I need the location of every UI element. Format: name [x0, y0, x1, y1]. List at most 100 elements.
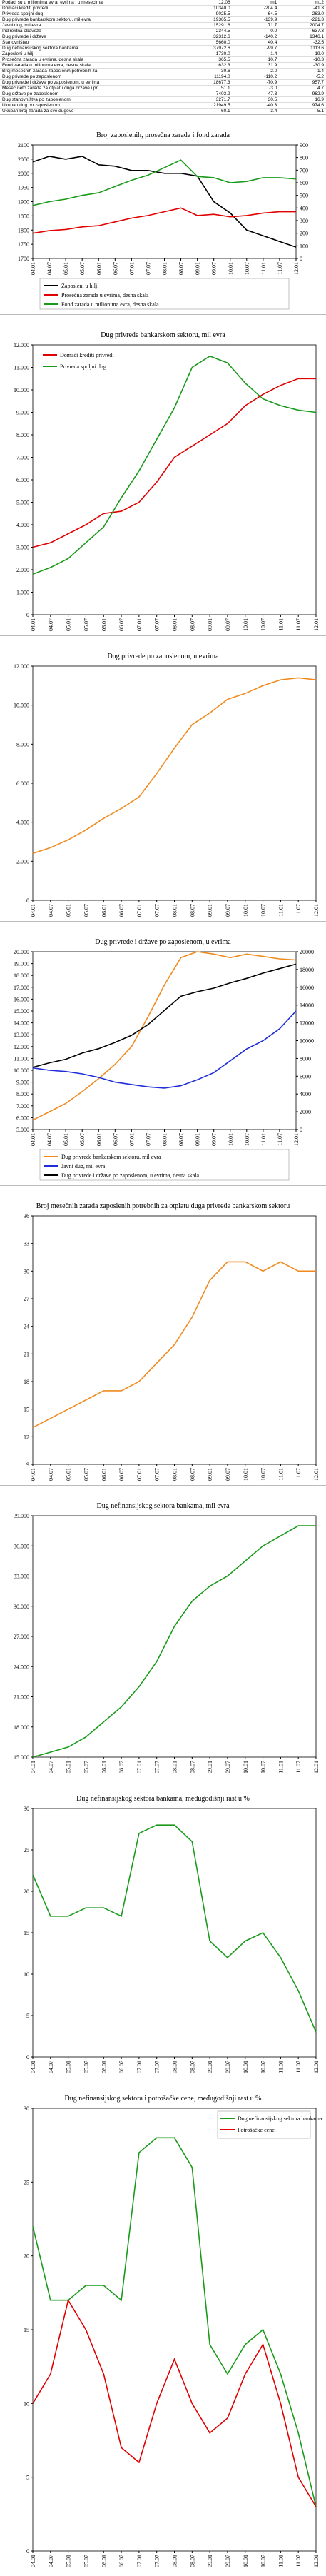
- table-cell: 1113.6: [279, 45, 326, 51]
- x-tick-label: 12.01: [313, 618, 320, 631]
- x-tick-label: 10.01: [228, 262, 234, 275]
- y2-tick-label: 2000: [300, 1109, 311, 1115]
- table-cell: 4.7: [279, 85, 326, 91]
- chart-panel: Dug nefinansijskog sektora bankama, među…: [0, 1778, 326, 2078]
- x-tick-label: 10.01: [243, 2555, 249, 2567]
- y-tick-label: 2050: [18, 156, 29, 163]
- y-tick-label: 12.000: [14, 1044, 29, 1050]
- legend-label: Zaposleni u hilj.: [61, 283, 98, 289]
- x-tick-label: 07.07: [154, 1761, 161, 1773]
- table-cell: Mesec neto zarada za otplatu duga države…: [0, 85, 185, 91]
- y-tick-label: 3.000: [16, 545, 29, 551]
- x-tick-label: 05.07: [79, 1133, 86, 1146]
- table-cell: 3271.7: [185, 96, 233, 103]
- x-tick-label: 08.01: [172, 1761, 178, 1773]
- x-tick-label: 10.07: [260, 618, 267, 631]
- y-tick-label: 33: [24, 1241, 29, 1247]
- y-tick-label: 20: [24, 1888, 29, 1895]
- x-tick-label: 11.01: [277, 1761, 284, 1773]
- table-cell: 30.6: [185, 68, 233, 74]
- x-tick-label: 08.07: [189, 2061, 195, 2073]
- x-tick-label: 04.07: [48, 2555, 54, 2567]
- y-tick-label: 10: [24, 1971, 29, 1978]
- y2-tick-label: 18000: [300, 967, 314, 973]
- y-tick-label: 9.000: [16, 1080, 29, 1086]
- x-tick-label: 04.01: [30, 2061, 36, 2073]
- data-line: [32, 1525, 316, 1758]
- x-tick-label: 04.01: [30, 2555, 36, 2567]
- y2-tick-label: 10000: [300, 1038, 314, 1045]
- y-tick-label: 18: [24, 1379, 29, 1385]
- x-tick-label: 05.01: [66, 1761, 72, 1773]
- legend-box: [217, 2110, 311, 2139]
- x-tick-label: 08.01: [172, 618, 178, 631]
- x-tick-label: 11.07: [277, 1133, 283, 1146]
- chart: 5.000 6.000 7.000 8.000 9.000 10.000 11.000 12.…: [14, 949, 314, 1181]
- x-tick-label: 05.01: [63, 1133, 69, 1146]
- legend-box: [39, 278, 290, 310]
- x-tick-label: 06.07: [118, 618, 125, 631]
- y-tick-label: 24.000: [14, 1664, 29, 1670]
- table-row: Dug privrede po zaposlenom 11194.0 -110.2-…: [0, 74, 326, 80]
- x-tick-label: 10.07: [260, 904, 267, 917]
- table-cell: Javni dug, mil evra: [0, 22, 185, 29]
- table-row: Dug privrede bankarskom sektoru, mil evr…: [0, 16, 326, 23]
- chart-panel: Broj zaposlenih, prosečna zarada i fond …: [0, 114, 326, 314]
- y-tick-label: 30.000: [14, 1604, 29, 1610]
- legend-label: Potrošačke cene: [238, 2127, 275, 2133]
- y-tick-label: 5.000: [16, 1127, 29, 1133]
- chart-panel: Dug nefinansijskog sektora i potrošačke …: [0, 2078, 326, 2572]
- y-tick-label: 13.000: [14, 1032, 29, 1038]
- x-tick-label: 09.01: [207, 1761, 213, 1773]
- x-tick-label: 09.07: [211, 1133, 218, 1146]
- x-tick-label: 11.01: [277, 2555, 284, 2567]
- x-tick-label: 09.07: [225, 2061, 231, 2073]
- y-tick-label: 18.000: [14, 972, 29, 979]
- table-row: Dug nefinansijskog sektora bankama 37972.…: [0, 45, 326, 51]
- legend-box: [39, 1149, 290, 1181]
- x-tick-label: 10.01: [243, 618, 249, 631]
- y-tick-label: 9.000: [16, 410, 29, 416]
- legend-label: Domaći krediti privredi: [60, 352, 114, 358]
- table-cell: Dug države po zaposlenom: [0, 91, 185, 97]
- y-tick-label: 8.000: [16, 1091, 29, 1097]
- x-tick-label: 06.07: [118, 1468, 125, 1481]
- data-line: [32, 156, 297, 248]
- x-tick-label: 11.07: [277, 262, 283, 275]
- x-tick-label: 09.07: [225, 904, 231, 917]
- legend-label: Prosečna zarada u evrima, desna skala: [61, 292, 149, 298]
- y2-tick-label: 400: [300, 205, 308, 211]
- y-tick-label: 21.000: [14, 1694, 29, 1701]
- y2-tick-label: 600: [300, 180, 308, 186]
- table-cell: Ukupan dug po zaposlenom: [0, 102, 185, 109]
- x-tick-label: 12.01: [313, 2061, 320, 2073]
- table-cell: Dug privrede i države po zaposlenom, u e…: [0, 79, 185, 86]
- y-tick-label: 0: [26, 2054, 29, 2061]
- y-tick-label: 5: [26, 2475, 29, 2481]
- x-tick-label: 07.01: [136, 1468, 143, 1481]
- x-tick-label: 07.01: [128, 262, 135, 275]
- x-tick-label: 05.01: [66, 1468, 72, 1481]
- table-cell: 1730.0: [185, 51, 233, 57]
- x-tick-label: 09.01: [207, 904, 213, 917]
- x-tick-label: 07.07: [154, 904, 161, 917]
- plot-frame: [32, 665, 317, 901]
- x-tick-label: 04.07: [48, 1468, 54, 1481]
- table-cell: -263.0: [279, 11, 326, 17]
- y-tick-label: 10.000: [14, 703, 29, 709]
- table-cell: -41.3: [279, 5, 326, 11]
- chart-panel: Broj mesečnih zarada zaposlenih potrebni…: [0, 1185, 326, 1485]
- x-tick-label: 08.07: [189, 1468, 195, 1481]
- table-cell: -204.4: [232, 5, 280, 11]
- table-cell: 974.6: [279, 102, 326, 109]
- y2-tick-label: 700: [300, 167, 308, 173]
- data-line: [32, 963, 297, 1068]
- table-cell: 60.1: [185, 108, 233, 114]
- chart: 15.000 18.000 21.000 24.000 27.000 30.000 33.0…: [14, 1513, 320, 1773]
- x-tick-label: 10.07: [260, 2061, 267, 2073]
- legend-label: Privreda spoljni dug: [60, 363, 106, 370]
- chart-title: Dug privrede po zaposlenom, u evrima: [107, 653, 219, 660]
- y-tick-label: 15: [24, 1407, 29, 1413]
- table-cell: 11194.0: [185, 74, 233, 80]
- y2-tick-label: 300: [300, 218, 308, 224]
